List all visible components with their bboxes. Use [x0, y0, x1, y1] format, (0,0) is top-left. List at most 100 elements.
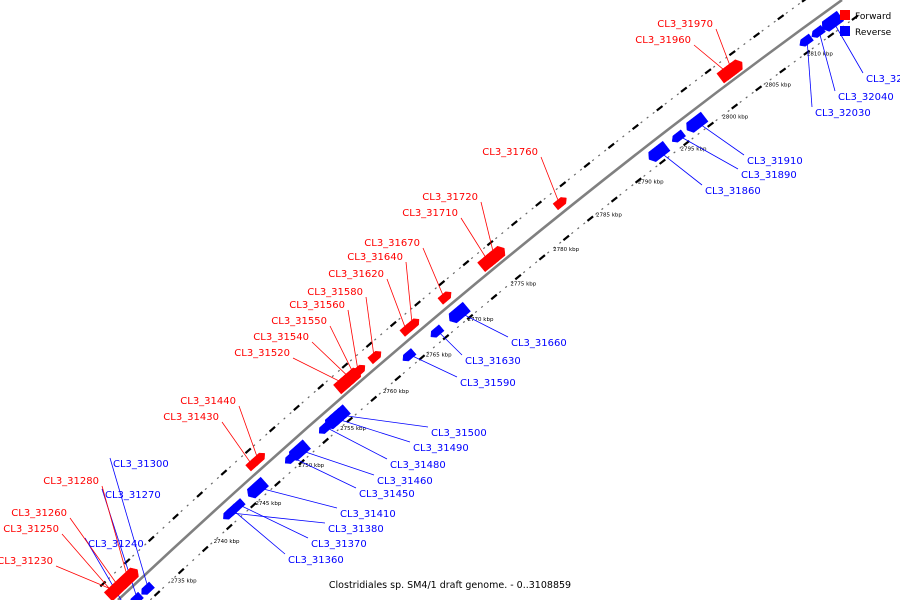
tick-mark [652, 111, 655, 115]
tick-mark [799, 56, 802, 59]
tick-mark [567, 178, 571, 181]
tick-mark [354, 413, 357, 416]
label-leader [232, 509, 286, 555]
legend-reverse-label: Reverse [855, 28, 892, 38]
label-leader [459, 312, 509, 338]
gene-label: CL3_31430 [163, 412, 219, 423]
tick-mark [801, 0, 807, 3]
tick-mark [583, 222, 586, 225]
genome-backbone [117, 0, 843, 600]
tick-mark [366, 402, 369, 406]
label-leader [292, 357, 345, 384]
tick-mark [769, 78, 772, 81]
tick-mark [670, 97, 673, 101]
tick-mark [739, 100, 742, 103]
tick-mark [168, 581, 171, 584]
scale-labels: 2735 kbp 2740 kbp 2745 kbp 2750 kbp 2755 kbp… [171, 52, 834, 585]
label-leader [437, 330, 463, 356]
tick-mark [752, 32, 761, 39]
label-leader [806, 40, 813, 108]
tick-mark [428, 292, 431, 295]
label-leader [679, 135, 739, 170]
label-leader [299, 449, 375, 476]
tick-mark [797, 2, 801, 6]
tick-mark [649, 170, 652, 173]
tick-mark [325, 380, 328, 383]
tick-mark [337, 369, 341, 372]
tick-mark [519, 217, 522, 220]
label-leader [422, 247, 445, 299]
gene-label: CL3_31670 [364, 238, 420, 249]
tick-mark [522, 271, 526, 274]
tick-mark [601, 207, 604, 211]
gene-label: CL3_31460 [377, 476, 433, 487]
tick-mark [192, 558, 195, 562]
tick-marks [99, 0, 859, 600]
tick-mark [196, 491, 204, 498]
tick-mark [222, 531, 225, 534]
tick-mark [378, 392, 381, 395]
tick-mark [312, 450, 315, 453]
gene-arrow [686, 111, 709, 133]
gene-label: CL3_31660 [511, 338, 567, 349]
gene-label: CL3_31710 [402, 208, 458, 219]
tick-mark [330, 434, 333, 437]
gene-label: CL3_31260 [11, 508, 67, 519]
label-leader [238, 405, 259, 460]
gene-label: CL3_31500 [431, 428, 487, 439]
gene-arrow [288, 439, 312, 461]
tick-mark [268, 426, 276, 433]
tick-mark [773, 20, 776, 23]
label-leader [238, 504, 309, 539]
tick-mark [634, 177, 642, 184]
label-leader [221, 421, 253, 466]
tick-mark [349, 359, 353, 362]
tick-mark [249, 501, 257, 509]
tick-mark [586, 215, 594, 222]
gene-arrow [351, 364, 366, 379]
gene-arrow [552, 197, 567, 211]
gene-label: CL3_31520 [234, 348, 290, 359]
tick-mark [745, 96, 748, 99]
label-leader [347, 309, 359, 372]
tick-mark [446, 277, 449, 280]
tick-mark [270, 487, 273, 491]
tick-mark [779, 67, 787, 74]
tick-mark [676, 93, 679, 96]
scale-label: 2750 kbp [298, 463, 324, 469]
tick-mark [625, 188, 628, 192]
tick-mark [113, 571, 117, 574]
gene-label: CL3_31270 [105, 490, 161, 501]
label-leader [55, 565, 115, 591]
tick-mark [510, 220, 518, 227]
tick-mark [153, 590, 161, 597]
tick-mark [640, 121, 643, 124]
tick-mark [743, 43, 746, 46]
label-leader [230, 512, 326, 524]
tick-mark [318, 445, 321, 448]
gene-label: CL3_31580 [307, 287, 363, 298]
tick-mark [265, 433, 268, 436]
tick-mark [827, 32, 835, 39]
tick-mark [559, 181, 567, 188]
gene-arrow [448, 301, 471, 324]
label-leader [409, 354, 458, 378]
scale-label: 2735 kbp [171, 578, 197, 584]
tick-mark [186, 564, 189, 567]
tick-mark [763, 82, 766, 85]
gene-label: CL3_31630 [465, 356, 521, 367]
tick-mark [180, 509, 183, 513]
tick-mark [655, 165, 658, 168]
gene-label: CL3_31590 [460, 378, 516, 389]
tick-mark [228, 465, 232, 469]
tick-mark [482, 246, 486, 250]
gene-label: CL3_31490 [413, 443, 469, 454]
tick-mark [749, 38, 752, 41]
tick-mark [851, 14, 859, 21]
tick-mark [495, 237, 498, 240]
tick-mark [99, 580, 107, 588]
gene-arrow [671, 129, 687, 143]
tick-mark [573, 173, 577, 176]
scale-label: 2790 kbp [638, 180, 664, 186]
tick-mark [274, 480, 281, 487]
